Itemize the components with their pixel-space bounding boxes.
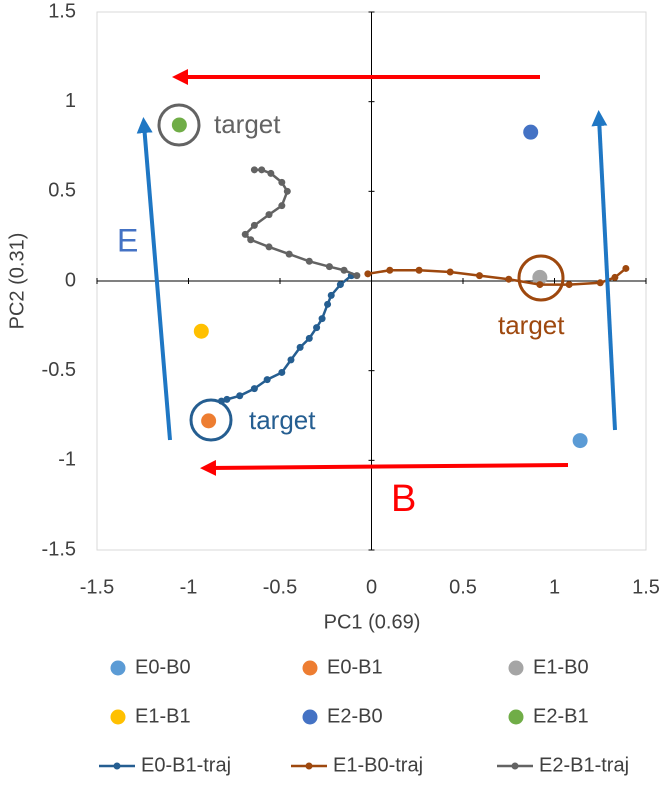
trajectory-point (241, 230, 249, 238)
annotations: target target target E B (117, 69, 617, 520)
x-tick-label: 0 (366, 576, 377, 598)
point (532, 269, 548, 285)
x-tick-label: -1 (180, 576, 198, 598)
x-tick-label: 0.5 (449, 576, 477, 598)
legend-label: E1-B1 (135, 705, 191, 727)
trajectory-point (386, 266, 394, 274)
y-tick-label: -0.5 (42, 359, 76, 381)
legend-marker (113, 762, 121, 770)
annotation: target (249, 405, 316, 435)
trajectory-point (263, 376, 271, 384)
legend-label: E1-B0-traj (333, 754, 423, 776)
annotation: target (498, 310, 565, 340)
y-tick-label: 0.5 (48, 180, 76, 202)
legend: E0-B0 E0-B1 E1-B0 E1-B1 E2-B0 E2-B1 E0-B1-traj… (99, 656, 629, 776)
trajectory-point (324, 300, 332, 308)
point (193, 323, 209, 339)
trajectory-point (536, 281, 544, 289)
target-ring (189, 398, 233, 442)
trajectory-point (223, 395, 231, 403)
x-tick-label: 1.5 (632, 576, 660, 598)
x-tick-label: -0.5 (263, 576, 297, 598)
trajectory-point (305, 334, 313, 342)
target-ring (157, 103, 201, 147)
trajectory-point (265, 211, 273, 219)
trajectory-point (278, 202, 286, 210)
arrow (136, 117, 172, 441)
trajectory-point (364, 270, 372, 278)
trajectory-point (340, 266, 348, 274)
trajectory-point (353, 272, 361, 280)
trajectory-point (611, 273, 619, 281)
legend-marker (508, 709, 524, 725)
arrow (200, 459, 569, 476)
trajectory-point (313, 324, 321, 332)
x-tick-label: 1 (549, 576, 560, 598)
trajectory-point (327, 291, 335, 299)
legend-marker (302, 660, 318, 676)
trajectory-point (267, 169, 275, 177)
trajectory-line (367, 267, 627, 286)
legend-label: E0-B1 (327, 656, 383, 678)
x-tick-label: -1.5 (80, 576, 114, 598)
trajectory-point (565, 281, 573, 289)
y-tick-label: 1 (65, 90, 76, 112)
legend-label: E0-B0 (135, 656, 191, 678)
legend-marker (511, 762, 519, 770)
legend-marker (110, 709, 126, 725)
legend-marker (302, 709, 318, 725)
legend-marker (508, 660, 524, 676)
trajectory-point (247, 236, 255, 244)
y-tick-label: 0 (65, 269, 76, 291)
trajectory-point (596, 279, 604, 287)
trajectory-point (236, 392, 244, 400)
point (523, 124, 539, 140)
legend-label: E2-B1 (533, 705, 589, 727)
y-tick-label: -1.5 (42, 538, 76, 560)
trajectory-point (287, 356, 295, 364)
legend-marker (305, 762, 313, 770)
trajectory-point (258, 166, 266, 174)
point (201, 413, 217, 429)
trajectory-point (446, 268, 454, 276)
y-tick-label: 1.5 (48, 0, 76, 22)
trajectory-point (285, 250, 293, 258)
trajectory-line (243, 168, 358, 277)
trajectory-point (250, 221, 258, 229)
legend-marker (110, 660, 126, 676)
legend-label: E1-B0 (533, 656, 589, 678)
point (572, 433, 588, 449)
arrow (591, 110, 617, 431)
trajectory-point (278, 368, 286, 376)
trajectory-point (622, 264, 630, 272)
trajectory-point (318, 315, 326, 323)
trajectory-point (278, 178, 286, 186)
trajectory-point (415, 266, 423, 274)
trajectory-point (475, 272, 483, 280)
trajectory-point (505, 275, 513, 283)
target-ring (517, 254, 565, 302)
trajectory-point (283, 187, 291, 195)
annotation: E (117, 222, 138, 258)
trajectory-point (265, 243, 273, 251)
legend-label: E2-B1-traj (539, 754, 629, 776)
y-tick-label: -1 (58, 449, 76, 471)
annotation: target (214, 109, 281, 139)
trajectory-point (296, 343, 304, 351)
x-axis-title: PC1 (0.69) (324, 611, 421, 633)
point (171, 117, 187, 133)
plot-area (96, 11, 647, 551)
trajectory-point (305, 257, 313, 265)
trajectory-point (336, 281, 344, 289)
legend-label: E0-B1-traj (141, 754, 231, 776)
trajectory-point (325, 263, 333, 271)
annotation: B (391, 478, 416, 520)
trajectory-point (250, 166, 258, 174)
legend-label: E2-B0 (327, 705, 383, 727)
y-axis-title: PC2 (0.31) (6, 233, 28, 330)
trajectory-point (250, 385, 258, 393)
